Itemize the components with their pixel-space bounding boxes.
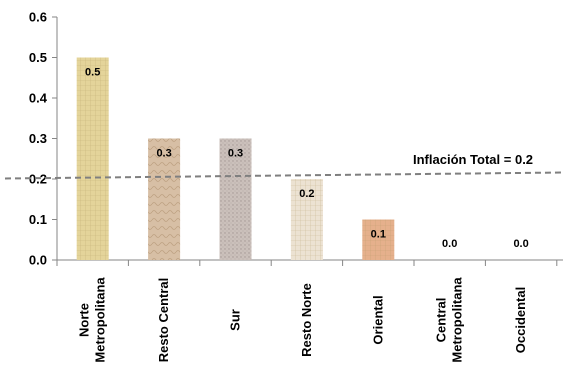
y-tick-label: 0.1 [29,212,47,227]
y-tick-label: 0.3 [29,131,47,146]
data-label: 0.1 [371,229,386,241]
bar-texture [219,138,252,260]
x-category-label: Resto Norte [299,283,314,357]
reference-line-label: Inflación Total = 0.2 [413,152,533,167]
x-category-label: NorteMetropolitana [77,277,108,363]
data-label: 0.2 [299,188,314,200]
reference-line [4,171,564,180]
x-category-label-line: Oriental [370,295,385,344]
x-category-label: Occidental [513,287,528,353]
y-tick-label: 0.0 [29,253,47,268]
x-category-label-line: Sur [228,309,243,331]
x-category-label-line: Metropolitana [450,277,465,363]
x-category-label-line: Central [434,298,449,343]
y-tick-label: 0.4 [29,91,48,106]
y-tick-label: 0.5 [29,50,47,65]
x-category-label-line: Occidental [513,287,528,353]
data-label: 0.0 [513,238,528,250]
x-category-label-line: Norte [77,303,92,337]
x-category-label: Sur [228,309,243,331]
data-label: 0.3 [156,148,171,160]
data-label: 0.0 [442,238,457,250]
x-category-label: Resto Central [156,278,171,363]
x-category-label-line: Resto Central [156,278,171,363]
bar-texture [148,138,181,260]
x-category-label-line: Metropolitana [93,277,108,363]
x-category-label: Oriental [370,295,385,344]
bar-texture [290,179,323,260]
data-label: 0.5 [85,67,100,79]
bar-texture [76,57,109,260]
x-category-label: CentralMetropolitana [434,277,465,363]
y-tick-label: 0.6 [29,10,47,25]
bar-texture [362,219,395,260]
x-category-label-line: Resto Norte [299,283,314,357]
data-label: 0.3 [228,148,243,160]
